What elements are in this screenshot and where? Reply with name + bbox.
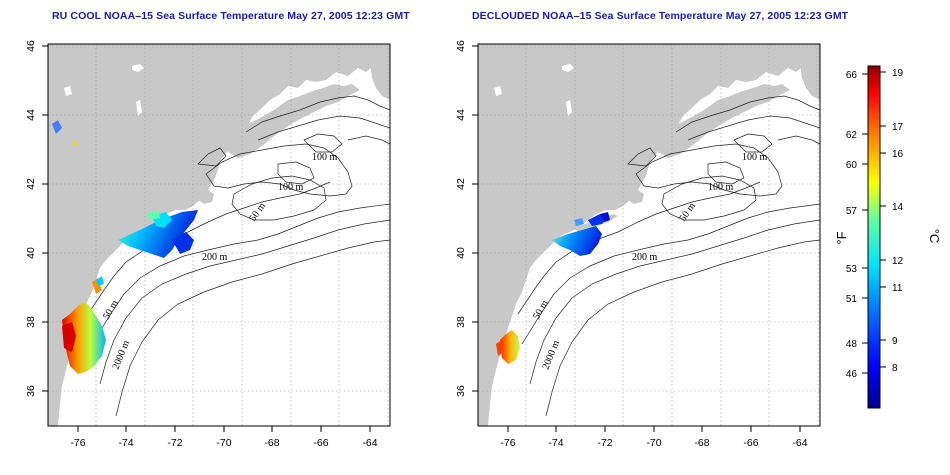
x-tick-label: -76 bbox=[70, 437, 85, 449]
celsius-tick-label: 16 bbox=[892, 149, 904, 160]
x-tick-label: -68 bbox=[694, 437, 709, 449]
contour-label: 100 m bbox=[708, 182, 734, 193]
fahrenheit-tick-label: 48 bbox=[846, 339, 858, 350]
y-tick-label: 44 bbox=[455, 109, 467, 121]
x-tick-label: -64 bbox=[792, 437, 807, 449]
y-tick-label: 42 bbox=[455, 178, 467, 190]
contour-label: 100 m bbox=[312, 152, 338, 163]
y-tick-label: 42 bbox=[25, 178, 37, 190]
x-tick-label: -68 bbox=[264, 437, 279, 449]
celsius-tick-label: 11 bbox=[892, 283, 903, 294]
fahrenheit-tick-label: 53 bbox=[846, 264, 858, 275]
contour-label: 100 m bbox=[278, 182, 304, 193]
x-tick-label: -72 bbox=[167, 437, 182, 449]
map-frame bbox=[477, 43, 821, 427]
y-tick-label: 44 bbox=[25, 109, 37, 121]
colorbar-gradient bbox=[867, 65, 881, 409]
y-tick-label: 38 bbox=[25, 316, 37, 328]
colorbar: 66 62 60 57 53 51 48 46 19 17 16 14 12 1… bbox=[834, 65, 942, 409]
y-tick-label: 46 bbox=[455, 40, 467, 52]
sst-swath-left bbox=[52, 120, 198, 374]
map-panel-right: 100 m 100 m 50 m 200 m 50 m 2000 m -76 -… bbox=[455, 40, 821, 449]
celsius-tick-label: 17 bbox=[892, 122, 904, 133]
fahrenheit-tick-label: 60 bbox=[846, 160, 858, 171]
x-tick-label: -64 bbox=[362, 437, 377, 449]
fahrenheit-tick-label: 57 bbox=[846, 206, 858, 217]
x-tick-label: -72 bbox=[597, 437, 612, 449]
map-panel-left: 100 m 100 m 50 m 200 m 50 m 2000 m -76 -… bbox=[25, 40, 391, 449]
celsius-tick-label: 19 bbox=[892, 68, 904, 79]
fahrenheit-tick-label: 66 bbox=[846, 70, 858, 81]
x-tick-label: -74 bbox=[118, 437, 133, 449]
x-tick-label: -76 bbox=[500, 437, 515, 449]
map-title-left: RU COOL NOAA–15 Sea Surface Temperature … bbox=[52, 10, 410, 22]
x-tick-label: -74 bbox=[548, 437, 563, 449]
celsius-unit-label: °C bbox=[927, 229, 942, 244]
y-tick-label: 36 bbox=[25, 385, 37, 397]
contour-label: 200 m bbox=[632, 252, 658, 263]
fahrenheit-unit-label: °F bbox=[834, 231, 849, 244]
x-tick-label: -70 bbox=[646, 437, 661, 449]
contour-label: 200 m bbox=[202, 252, 228, 263]
y-tick-label: 40 bbox=[455, 247, 467, 259]
celsius-tick-label: 8 bbox=[892, 363, 898, 374]
y-tick-label: 38 bbox=[455, 316, 467, 328]
map-frame bbox=[47, 43, 391, 427]
y-tick-label: 36 bbox=[455, 385, 467, 397]
sst-swath-right bbox=[496, 212, 610, 364]
fahrenheit-tick-label: 51 bbox=[846, 294, 858, 305]
map-title-right: DECLOUDED NOAA–15 Sea Surface Temperatur… bbox=[472, 10, 849, 22]
celsius-tick-label: 9 bbox=[892, 336, 898, 347]
fahrenheit-tick-label: 62 bbox=[846, 130, 858, 141]
x-tick-label: -70 bbox=[216, 437, 231, 449]
x-tick-label: -66 bbox=[313, 437, 328, 449]
y-tick-label: 40 bbox=[25, 247, 37, 259]
celsius-tick-label: 12 bbox=[892, 256, 904, 267]
y-tick-label: 46 bbox=[25, 40, 37, 52]
fahrenheit-tick-label: 46 bbox=[846, 369, 858, 380]
contour-label: 100 m bbox=[742, 152, 768, 163]
celsius-tick-label: 14 bbox=[892, 202, 904, 213]
x-tick-label: -66 bbox=[743, 437, 758, 449]
